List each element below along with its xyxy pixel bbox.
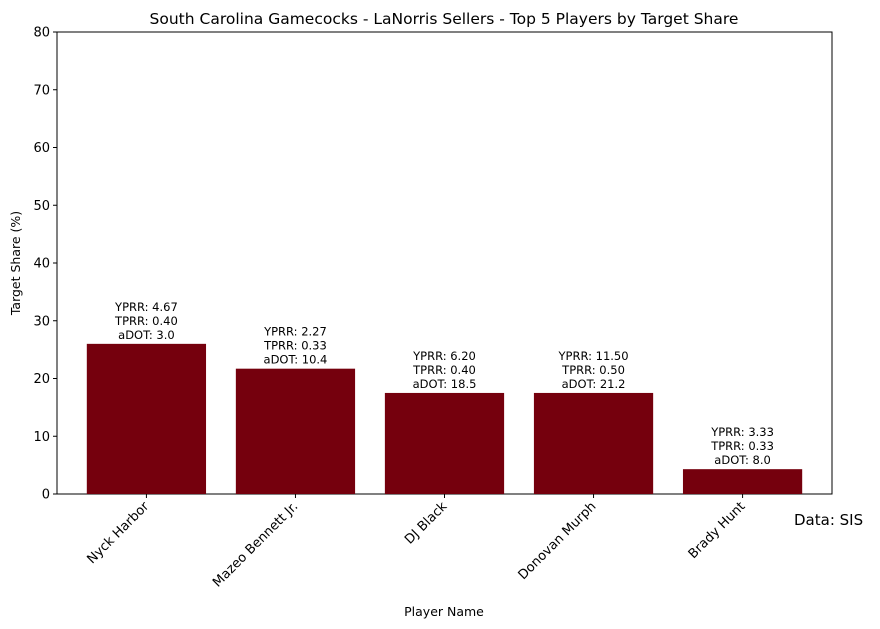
y-tick-label-2: 20 (33, 372, 50, 387)
x-axis-ticks: Nyck Harbor Mazeo Bennett Jr. DJ Black Dono… (84, 494, 748, 590)
y-axis-label: Target Share (%) (8, 211, 23, 316)
bar-annotation-4-0: YPRR: 3.33 (710, 425, 774, 439)
bar-2 (384, 392, 505, 494)
bar-annotation-2-2: aDOT: 18.5 (413, 377, 477, 391)
x-tick-label-4: Brady Hunt (686, 499, 749, 562)
bar-annotation-1-2: aDOT: 10.4 (264, 353, 328, 367)
y-tick-label-5: 50 (33, 199, 50, 214)
bar-annotation-3-1: TPRR: 0.50 (561, 363, 625, 377)
bar-annotation-4-1: TPRR: 0.33 (710, 439, 774, 453)
data-source-note: Data: SIS (794, 511, 863, 529)
bar-3 (533, 392, 654, 494)
x-axis-label: Player Name (404, 604, 484, 619)
x-tick-label-0: Nyck Harbor (84, 499, 152, 567)
bar-4 (682, 469, 803, 494)
bar-annotation-0-0: YPRR: 4.67 (114, 300, 178, 314)
y-tick-label-4: 40 (33, 257, 50, 272)
bar-annotation-0-1: TPRR: 0.40 (114, 314, 178, 328)
y-tick-label-8: 80 (33, 26, 50, 41)
x-tick-label-2: DJ Black (402, 499, 451, 548)
bar-1 (235, 368, 356, 494)
bar-annotation-2-0: YPRR: 6.20 (412, 349, 476, 363)
bar-annotation-0-2: aDOT: 3.0 (118, 328, 175, 342)
bar-annotation-4-2: aDOT: 8.0 (714, 453, 771, 467)
y-tick-label-6: 60 (33, 141, 50, 156)
x-tick-label-1: Mazeo Bennett Jr. (210, 499, 301, 590)
x-tick-label-3: Donovan Murph (516, 499, 600, 583)
bar-annotation-2-1: TPRR: 0.40 (412, 363, 476, 377)
y-tick-label-3: 30 (33, 314, 50, 329)
y-tick-label-1: 10 (33, 430, 50, 445)
bar-annotation-3-2: aDOT: 21.2 (562, 377, 626, 391)
y-tick-label-0: 0 (42, 488, 50, 503)
y-axis-ticks: 0 10 20 30 40 50 60 70 80 (33, 26, 57, 503)
chart-title: South Carolina Gamecocks - LaNorris Sell… (150, 10, 739, 28)
bar-annotation-1-1: TPRR: 0.33 (263, 339, 327, 353)
bar-annotation-1-0: YPRR: 2.27 (263, 325, 327, 339)
bars (86, 343, 803, 494)
bar-0 (86, 343, 207, 494)
y-tick-label-7: 70 (33, 83, 50, 98)
bar-annotation-3-0: YPRR: 11.50 (558, 349, 629, 363)
